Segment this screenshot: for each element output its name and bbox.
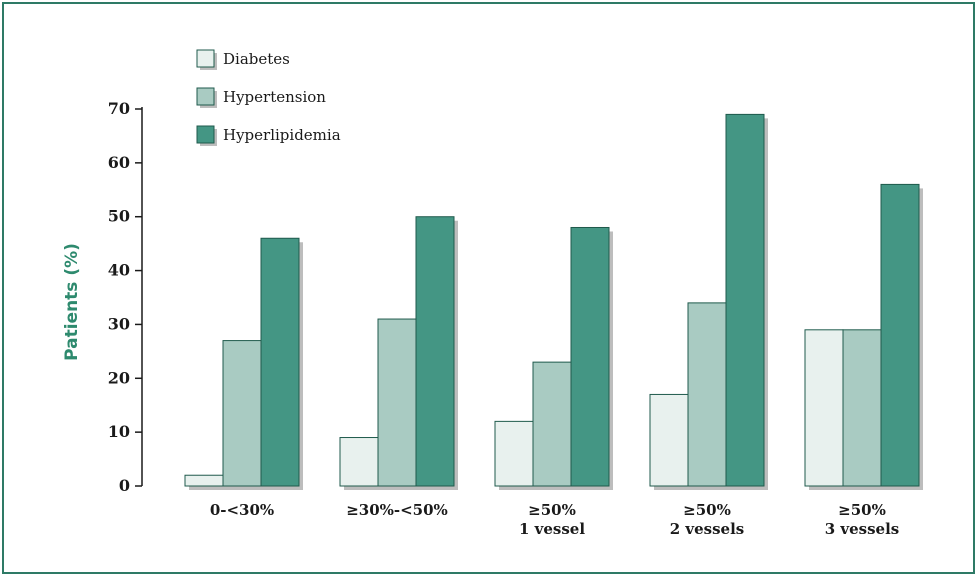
y-tick-label: 70 <box>108 99 130 118</box>
x-category-label: ≥50% <box>528 501 576 519</box>
bar-hypertension <box>842 329 882 487</box>
bars <box>184 113 923 490</box>
x-category-label: ≥50% <box>683 501 731 519</box>
bar-diabetes <box>804 329 844 487</box>
x-category-label: 0-<30% <box>210 501 274 519</box>
legend: Diabetes Hypertension Hyperlipidemia <box>196 49 341 146</box>
y-tick-label: 40 <box>108 261 130 280</box>
x-category-label: ≥50% <box>838 501 886 519</box>
bar-diabetes <box>649 393 689 487</box>
bar-hyperlipidemia <box>880 183 920 487</box>
x-category-label: 3 vessels <box>825 520 900 538</box>
bar-hyperlipidemia <box>725 113 765 487</box>
y-tick-label: 50 <box>108 207 130 226</box>
bar-hypertension <box>222 340 262 487</box>
bar-diabetes <box>339 437 379 487</box>
bar-hypertension <box>377 318 417 487</box>
bar-group <box>184 237 303 490</box>
bar-diabetes <box>494 420 534 487</box>
y-axis: 0 10 20 30 40 50 60 70 <box>108 99 143 495</box>
y-tick-label: 60 <box>108 153 130 172</box>
bar-diabetes <box>184 474 224 487</box>
legend-swatch <box>196 87 215 106</box>
legend-item: Diabetes <box>196 49 290 70</box>
y-tick-label: 10 <box>108 422 130 441</box>
x-category-label: 2 vessels <box>670 520 745 538</box>
legend-swatch <box>196 49 215 68</box>
x-axis-categories: 0-<30% ≥30%-<50% ≥50%1 vessel≥50%2 vessels… <box>210 501 899 538</box>
bar-group <box>339 216 458 490</box>
legend-label: Hyperlipidemia <box>223 126 341 144</box>
bar-group <box>804 183 923 490</box>
legend-swatch <box>196 125 215 144</box>
x-category-label: 1 vessel <box>519 520 585 538</box>
legend-label: Diabetes <box>223 50 290 68</box>
bar-hyperlipidemia <box>260 237 300 487</box>
bar-group <box>494 226 613 490</box>
y-tick-label: 30 <box>108 314 130 333</box>
bar-group <box>649 113 768 490</box>
y-axis-label: Patients (%) <box>62 243 82 361</box>
bar-hyperlipidemia <box>415 216 455 487</box>
y-tick-label: 20 <box>108 368 130 387</box>
y-tick-label: 0 <box>119 476 130 495</box>
x-category-label: ≥30%-<50% <box>346 501 448 519</box>
bar-hypertension <box>687 302 727 487</box>
bar-chart: Diabetes Hypertension Hyperlipidemia 0 10 20… <box>62 49 923 538</box>
legend-item: Hyperlipidemia <box>196 125 341 146</box>
legend-item: Hypertension <box>196 87 326 108</box>
legend-label: Hypertension <box>223 88 326 106</box>
bar-hypertension <box>532 361 572 487</box>
bar-hyperlipidemia <box>570 226 610 487</box>
